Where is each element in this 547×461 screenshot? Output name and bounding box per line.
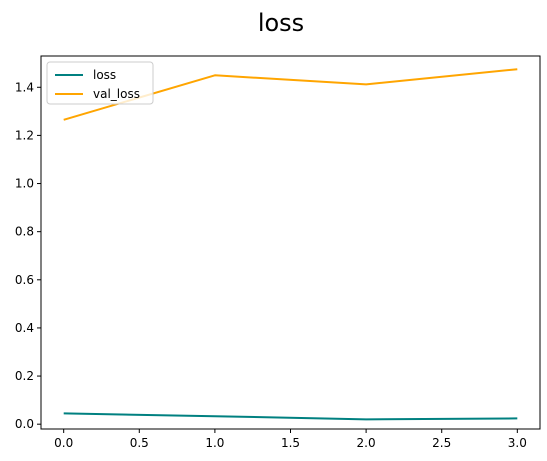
x-tick-label: 2.5 bbox=[432, 436, 451, 450]
plot-frame bbox=[40, 55, 541, 430]
x-tick-label: 0.5 bbox=[130, 436, 149, 450]
x-tick-label: 2.0 bbox=[357, 436, 376, 450]
x-tick-label: 0.0 bbox=[54, 436, 73, 450]
legend: loss val_loss bbox=[46, 61, 154, 105]
y-tick-label: 1.0 bbox=[15, 177, 34, 191]
y-tick-label: 0.2 bbox=[15, 369, 34, 383]
y-tick-label: 0.8 bbox=[15, 225, 34, 239]
x-tick-label: 1.5 bbox=[281, 436, 300, 450]
legend-label: loss bbox=[93, 68, 116, 82]
y-tick-label: 0.4 bbox=[15, 321, 34, 335]
axis-layer: 0.0 0.5 1.0 1.5 2.0 2.5 3.0 0.0 0.2 0.4 0.6 0.8 1.0 1… bbox=[15, 80, 527, 450]
y-tick-label: 1.4 bbox=[15, 80, 34, 94]
series-line-loss bbox=[63, 412, 518, 421]
y-tick-label: 1.2 bbox=[15, 128, 34, 142]
x-tick-label: 1.0 bbox=[205, 436, 224, 450]
y-tick-label: 0.6 bbox=[15, 273, 34, 287]
x-tick-label: 3.0 bbox=[508, 436, 527, 450]
legend-label: val_loss bbox=[93, 87, 140, 101]
chart-title: loss bbox=[258, 9, 304, 37]
plot-area bbox=[41, 56, 540, 429]
y-tick-label: 0.0 bbox=[15, 417, 34, 431]
